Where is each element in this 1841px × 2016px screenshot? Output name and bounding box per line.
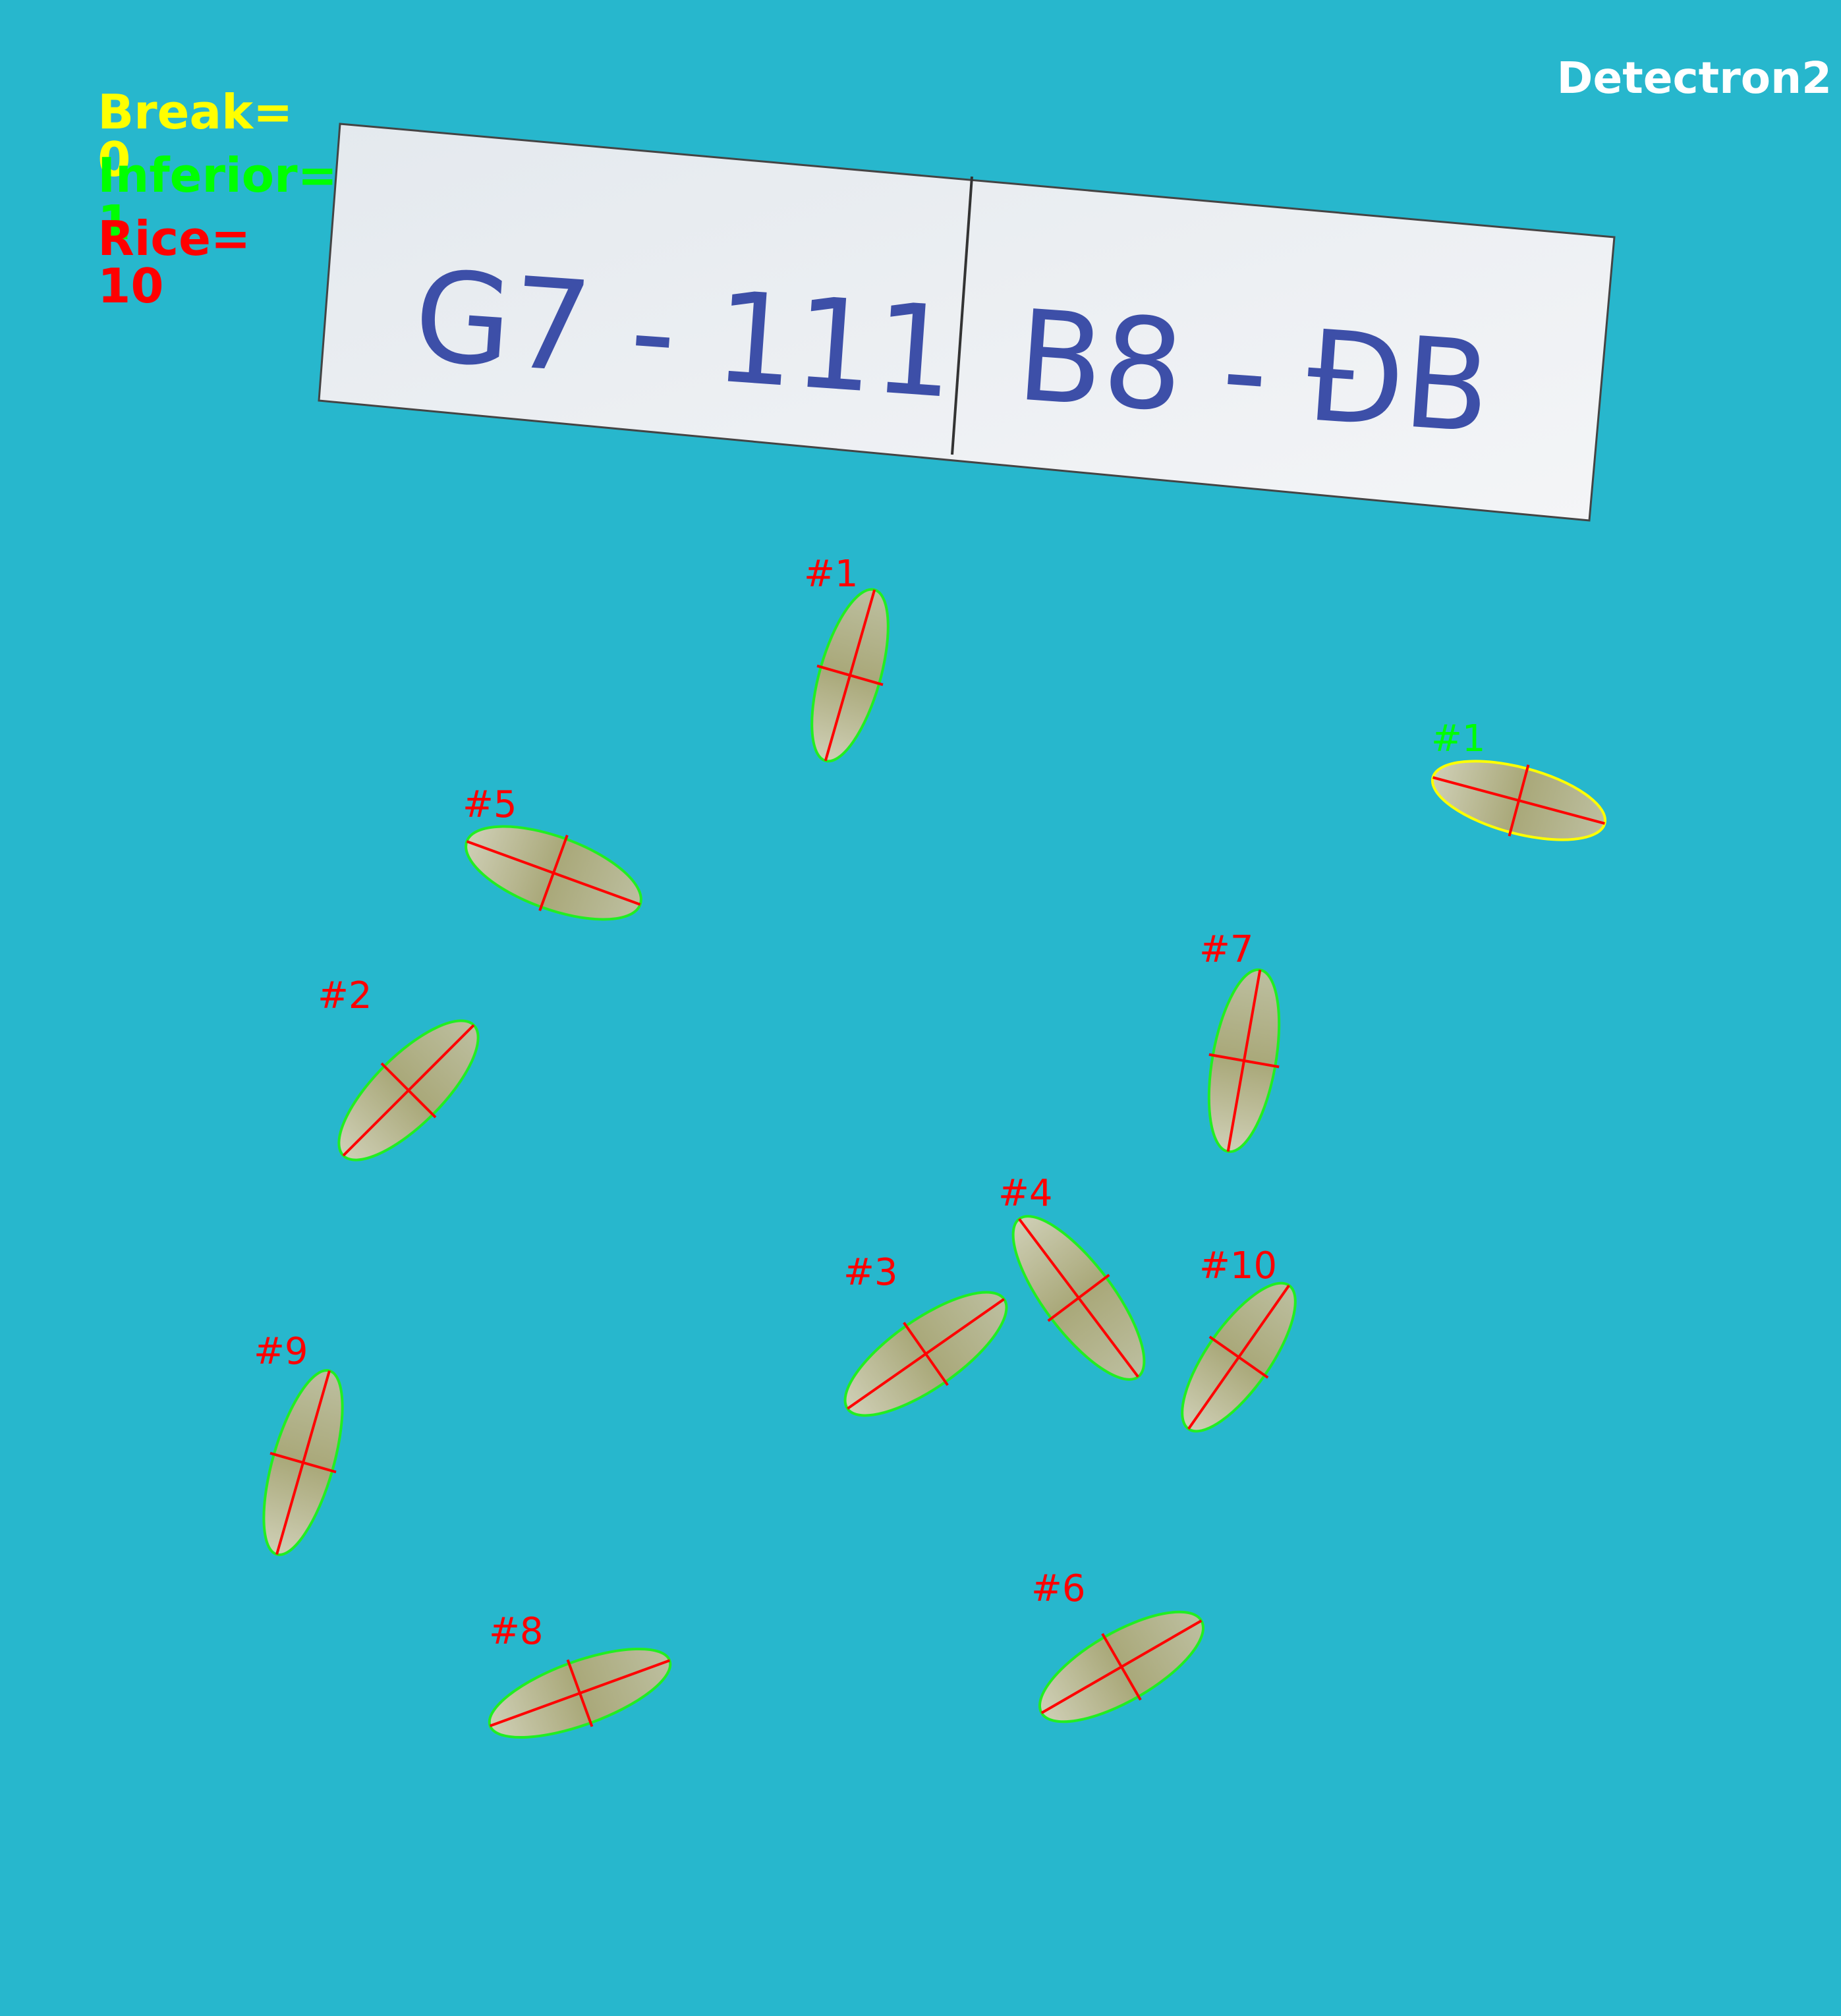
grain-width-axis	[816, 664, 884, 686]
grain-tag: #2	[318, 974, 372, 1017]
grain-tag: #9	[254, 1330, 308, 1373]
rice-grain	[465, 825, 642, 921]
grain-tag: #3	[843, 1251, 898, 1294]
grain-tag: #5	[463, 783, 517, 826]
grain-width-axis	[538, 834, 569, 912]
grain-width-axis	[1208, 1335, 1269, 1379]
grain-width-axis	[1208, 1053, 1280, 1069]
grain-width-axis	[269, 1451, 337, 1474]
break-count-value: 0	[98, 132, 131, 187]
rice-count-value: 10	[98, 258, 164, 314]
rice-grain	[337, 1019, 480, 1162]
rice-grain	[1038, 1610, 1204, 1723]
grain-tag: #1	[1431, 717, 1486, 760]
inferior-count-label: Inferior=	[98, 148, 337, 203]
rice-grain	[262, 1369, 344, 1556]
grain-tag: #7	[1199, 928, 1254, 971]
rice-grain	[1207, 968, 1281, 1154]
rice-grain	[488, 1647, 672, 1739]
grain-tag: #8	[489, 1610, 544, 1653]
label-paper: G7 - 111 B8 - ĐB	[318, 123, 1616, 522]
rice-grain	[810, 588, 890, 763]
grain-width-axis	[1101, 1633, 1142, 1701]
break-count-label: Break=	[98, 84, 293, 140]
inferior-count: Inferior= 1	[32, 104, 337, 294]
model-name: Detectron2	[1556, 53, 1832, 103]
label-paper-sheet	[318, 123, 1616, 522]
grain-width-axis	[903, 1322, 949, 1386]
label-divider	[951, 176, 973, 455]
label-right-text: B8 - ĐB	[1013, 283, 1495, 461]
rice-grain	[1011, 1215, 1146, 1381]
grain-width-axis	[1047, 1274, 1110, 1322]
grain-tag: #6	[1031, 1567, 1086, 1610]
rice-count: Rice= 10	[32, 167, 250, 357]
inferior-count-value: 1	[98, 195, 131, 250]
grain-width-axis	[380, 1062, 437, 1119]
grain-tag: #1	[804, 553, 859, 596]
grain-width-axis	[566, 1659, 594, 1727]
rice-grain	[1430, 760, 1607, 841]
grain-tag: #10	[1199, 1245, 1277, 1287]
break-count: Break= 0	[32, 41, 293, 231]
grain-tag: #4	[998, 1172, 1053, 1215]
rice-count-label: Rice=	[98, 211, 251, 266]
rice-grain	[843, 1291, 1008, 1417]
rice-grains: #1 #1 #5 #7 #2 #4 #3 #10 #9 #6 #8	[254, 553, 1607, 1739]
grain-width-axis	[1508, 764, 1530, 837]
rice-grain	[1181, 1281, 1297, 1433]
